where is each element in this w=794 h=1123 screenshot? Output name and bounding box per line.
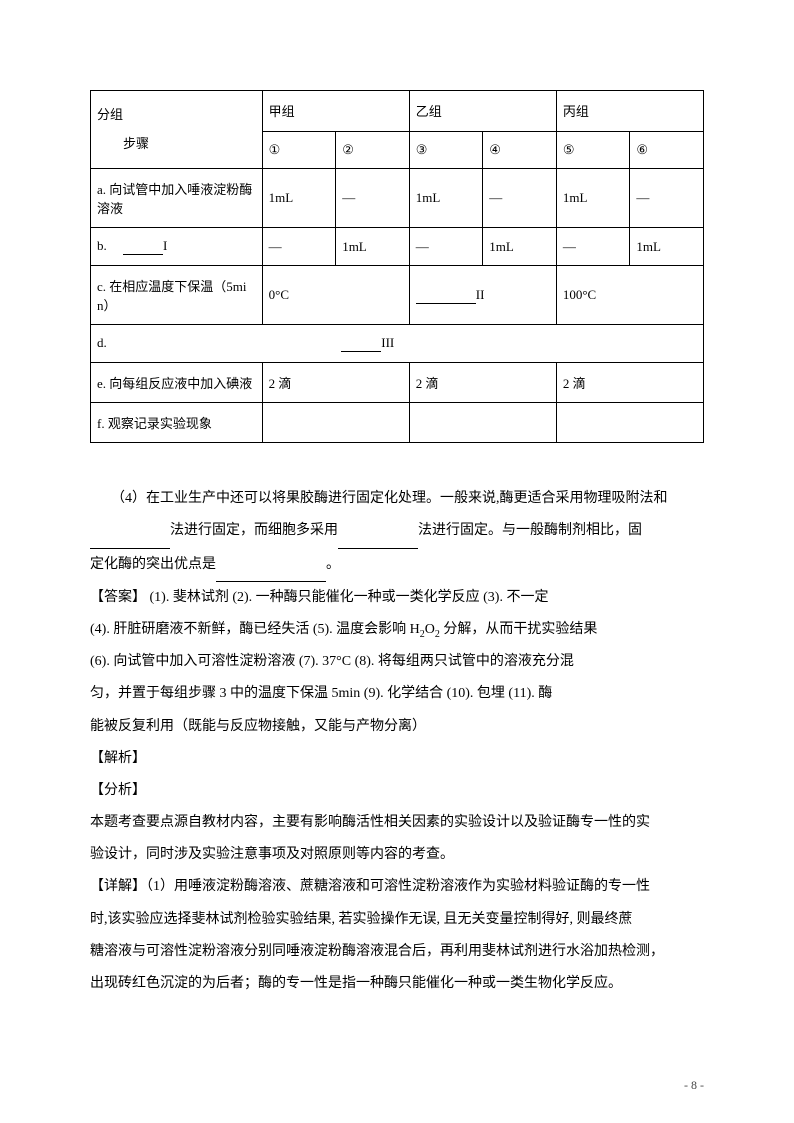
row-f-g1	[262, 403, 409, 443]
q4-3b: 。	[326, 557, 340, 572]
table-row-c: c. 在相应温度下保温（5min） 0°C II 100°C	[91, 266, 704, 325]
ans-2c: 分解，从而干扰实验结果	[440, 622, 598, 637]
answer-line4: 匀，并置于每组步骤 3 中的温度下保温 5min (9). 化学结合 (10).…	[90, 678, 704, 710]
row-a-label: a. 向试管中加入唾液淀粉酶溶液	[91, 169, 263, 228]
para-6: 出现砖红色沉淀的为后者；酶的专一性是指一种酶只能催化一种或一类生物化学反应。	[90, 968, 704, 1000]
para-5: 糖溶液与可溶性淀粉溶液分别同唾液淀粉酶溶液混合后，再利用斐林试剂进行水浴加热检测…	[90, 936, 704, 968]
fenxi-label: 【分析】	[90, 775, 704, 807]
row-a-c1: 1mL	[262, 169, 336, 228]
q4-line2: 法进行固定，而细胞多采用 法进行固定。与一般酶制剂相比，固	[90, 515, 704, 548]
header-sub-4: ④	[483, 131, 557, 169]
row-b-label: b. I	[91, 228, 263, 266]
table-row-b: b. I — 1mL — 1mL — 1mL	[91, 228, 704, 266]
row-e-g3: 2 滴	[556, 363, 703, 403]
blank-method-2	[338, 515, 418, 548]
table-header-row-1: 分组 步骤 甲组 乙组 丙组	[91, 91, 704, 132]
row-d-prefix: d.	[97, 335, 110, 350]
row-d-cell: d. III	[91, 325, 704, 363]
header-sub-5: ⑤	[556, 131, 630, 169]
ans-2a: (4). 肝脏研磨液不新鲜，酶已经失活 (5). 温度会影响 H	[90, 622, 420, 637]
row-b-c1: —	[262, 228, 336, 266]
header-group-steps: 分组 步骤	[91, 91, 263, 169]
para-2: 验设计，同时涉及实验注意事项及对照原则等内容的考查。	[90, 839, 704, 871]
header-sub-6: ⑥	[630, 131, 704, 169]
row-e-g2: 2 滴	[409, 363, 556, 403]
jiexi-label: 【解析】	[90, 743, 704, 775]
header-group-bing: 丙组	[556, 91, 703, 132]
row-c-blank	[416, 287, 476, 304]
q4-2a: 法进行固定，而细胞多采用	[170, 523, 338, 538]
row-b-c4: 1mL	[483, 228, 557, 266]
header-sub-1: ①	[262, 131, 336, 169]
header-group-yi: 乙组	[409, 91, 556, 132]
row-a-c5: 1mL	[556, 169, 630, 228]
row-d-blank	[341, 335, 381, 352]
row-b-prefix: b.	[97, 238, 110, 253]
row-c-g2: II	[409, 266, 556, 325]
experiment-table: 分组 步骤 甲组 乙组 丙组 ① ② ③ ④ ⑤ ⑥ a. 向试管中加入唾液淀粉…	[90, 90, 704, 443]
answer-line2: (4). 肝脏研磨液不新鲜，酶已经失活 (5). 温度会影响 H2O2 分解，从…	[90, 614, 704, 646]
label-steps: 步骤	[123, 136, 149, 151]
answer-line1: 【答案】 (1). 斐林试剂 (2). 一种酶只能催化一种或一类化学反应 (3)…	[90, 582, 704, 614]
q4-line1: （4）在工业生产中还可以将果胶酶进行固定化处理。一般来说,酶更适合采用物理吸附法…	[90, 483, 704, 515]
blank-advantage	[216, 549, 326, 582]
document-page: 分组 步骤 甲组 乙组 丙组 ① ② ③ ④ ⑤ ⑥ a. 向试管中加入唾液淀粉…	[0, 0, 794, 1123]
para-1: 本题考查要点源自教材内容，主要有影响酶活性相关因素的实验设计以及验证酶专一性的实	[90, 807, 704, 839]
body-text: （4）在工业生产中还可以将果胶酶进行固定化处理。一般来说,酶更适合采用物理吸附法…	[90, 483, 704, 1000]
page-number: - 8 -	[684, 1078, 704, 1093]
row-c-label: c. 在相应温度下保温（5min）	[91, 266, 263, 325]
answer-line5: 能被反复利用（既能与反应物接触，又能与产物分离）	[90, 711, 704, 743]
row-a-c6: —	[630, 169, 704, 228]
row-b-blank	[123, 238, 163, 255]
answer-line3: (6). 向试管中加入可溶性淀粉溶液 (7). 37°C (8). 将每组两只试…	[90, 646, 704, 678]
para-3: 【详解】（1）用唾液淀粉酶溶液、蔗糖溶液和可溶性淀粉溶液作为实验材料验证酶的专一…	[90, 871, 704, 903]
q4-3a: 定化酶的突出优点是	[90, 557, 216, 572]
row-f-g3	[556, 403, 703, 443]
header-group-jia: 甲组	[262, 91, 409, 132]
blank-method-1	[90, 515, 170, 548]
table-row-d: d. III	[91, 325, 704, 363]
row-e-g1: 2 滴	[262, 363, 409, 403]
para-4: 时,该实验应选择斐林试剂检验实验结果, 若实验操作无误, 且无关变量控制得好, …	[90, 904, 704, 936]
row-b-suffix: I	[163, 238, 167, 253]
row-d-suffix: III	[381, 335, 394, 350]
row-f-g2	[409, 403, 556, 443]
row-b-c2: 1mL	[336, 228, 410, 266]
label-group: 分组	[97, 107, 123, 122]
row-a-c3: 1mL	[409, 169, 483, 228]
row-b-c3: —	[409, 228, 483, 266]
ans-2b: O	[425, 622, 435, 637]
row-e-label: e. 向每组反应液中加入碘液	[91, 363, 263, 403]
q4-line3: 定化酶的突出优点是 。	[90, 549, 704, 582]
table-row-e: e. 向每组反应液中加入碘液 2 滴 2 滴 2 滴	[91, 363, 704, 403]
header-sub-2: ②	[336, 131, 410, 169]
row-c-g1: 0°C	[262, 266, 409, 325]
row-c-g2-suffix: II	[476, 287, 485, 302]
row-a-c2: —	[336, 169, 410, 228]
row-b-c6: 1mL	[630, 228, 704, 266]
row-a-c4: —	[483, 169, 557, 228]
row-c-g3: 100°C	[556, 266, 703, 325]
q4-2b: 法进行固定。与一般酶制剂相比，固	[418, 523, 642, 538]
table-row-a: a. 向试管中加入唾液淀粉酶溶液 1mL — 1mL — 1mL —	[91, 169, 704, 228]
header-sub-3: ③	[409, 131, 483, 169]
table-row-f: f. 观察记录实验现象	[91, 403, 704, 443]
row-b-c5: —	[556, 228, 630, 266]
row-f-label: f. 观察记录实验现象	[91, 403, 263, 443]
